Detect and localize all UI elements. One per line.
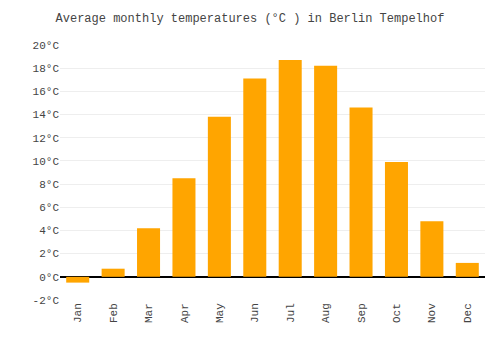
svg-text:Average monthly temperatures (: Average monthly temperatures (°C ) in Be… (56, 12, 445, 26)
svg-text:Jun: Jun (249, 303, 261, 323)
svg-text:10°C: 10°C (33, 156, 60, 168)
svg-text:May: May (214, 303, 226, 323)
svg-text:-2°C: -2°C (33, 295, 60, 307)
svg-text:18°C: 18°C (33, 63, 60, 75)
svg-text:2°C: 2°C (39, 248, 59, 260)
svg-text:12°C: 12°C (33, 133, 60, 145)
svg-text:6°C: 6°C (39, 202, 59, 214)
svg-text:8°C: 8°C (39, 179, 59, 191)
svg-text:Jan: Jan (72, 303, 84, 323)
svg-text:4°C: 4°C (39, 225, 59, 237)
svg-text:20°C: 20°C (33, 40, 60, 52)
svg-text:14°C: 14°C (33, 109, 60, 121)
svg-text:Nov: Nov (426, 303, 438, 323)
svg-text:Feb: Feb (108, 303, 120, 323)
svg-text:Jul: Jul (285, 303, 297, 323)
svg-text:Aug: Aug (320, 303, 332, 323)
svg-text:16°C: 16°C (33, 86, 60, 98)
svg-text:0°C: 0°C (39, 272, 59, 284)
svg-text:Sep: Sep (356, 303, 368, 323)
svg-text:Dec: Dec (462, 303, 474, 323)
svg-text:Apr: Apr (179, 303, 191, 323)
svg-text:Mar: Mar (143, 303, 155, 323)
svg-text:Oct: Oct (391, 303, 403, 323)
